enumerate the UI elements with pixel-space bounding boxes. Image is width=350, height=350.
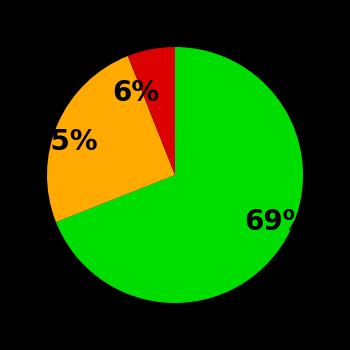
- Wedge shape: [56, 47, 303, 303]
- Text: 25%: 25%: [32, 128, 99, 156]
- Text: 69%: 69%: [244, 208, 310, 236]
- Wedge shape: [47, 56, 175, 222]
- Text: 6%: 6%: [112, 79, 159, 107]
- Wedge shape: [128, 47, 175, 175]
